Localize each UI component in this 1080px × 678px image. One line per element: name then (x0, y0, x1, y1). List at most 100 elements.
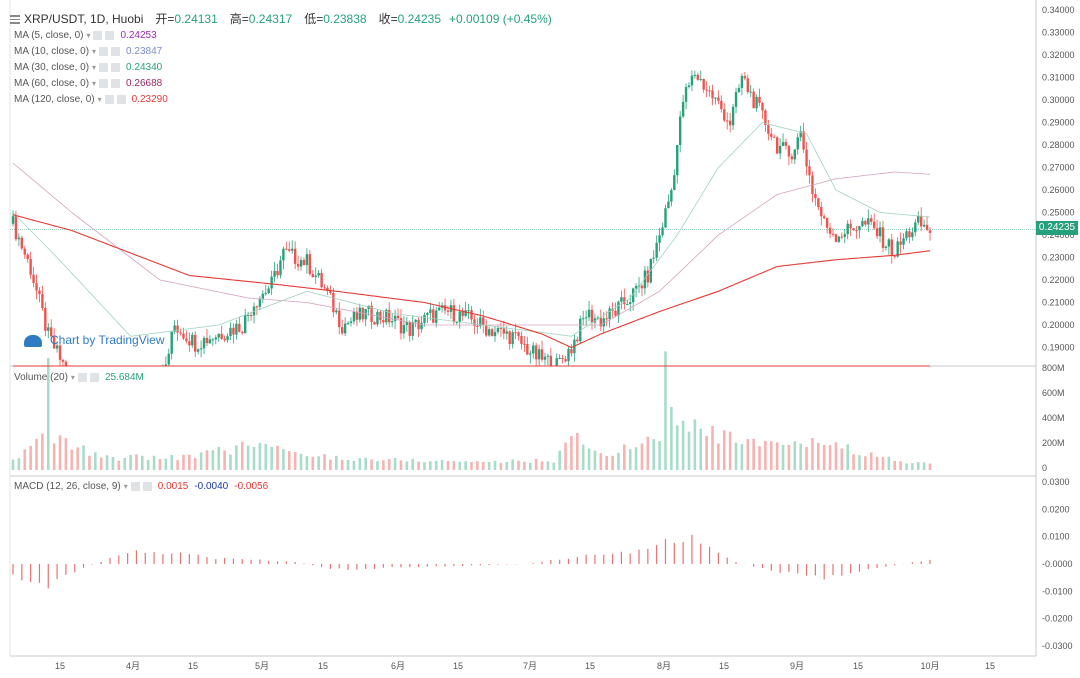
volume-bar (523, 461, 526, 470)
candle-body (626, 304, 629, 306)
candle-body (925, 224, 929, 231)
close-icon[interactable] (111, 46, 121, 56)
candle-body (338, 310, 341, 328)
settings-icon[interactable] (130, 481, 140, 491)
candle-body (893, 255, 896, 257)
price-tick-label: 0.28000 (1042, 140, 1075, 150)
ma60-legend[interactable]: MA (60, close, 0) ▾ 0.26688 (14, 77, 162, 91)
close-icon[interactable] (89, 372, 99, 382)
volume-bar (35, 438, 38, 470)
settings-icon[interactable] (93, 30, 103, 40)
candle-body (661, 227, 664, 236)
ma5-legend[interactable]: MA (5, close, 0) ▾ 0.24253 (14, 29, 157, 43)
close-icon[interactable] (111, 62, 121, 72)
candle-body (191, 334, 194, 346)
volume-bar (176, 460, 179, 470)
candle-body (899, 241, 902, 245)
chevron-down-icon[interactable]: ▾ (123, 482, 128, 491)
ma30-legend[interactable]: MA (30, close, 0) ▾ 0.24340 (14, 61, 162, 75)
volume-bar (434, 460, 438, 470)
volume-bar (64, 438, 68, 470)
candle-body (179, 332, 182, 334)
candle-body (411, 322, 414, 336)
candle-body (805, 149, 808, 167)
close-icon[interactable] (105, 30, 115, 40)
volume-bar (340, 459, 344, 470)
volume-bar (869, 452, 873, 470)
candle-body (887, 239, 891, 247)
volume-bar (593, 450, 597, 470)
volume-bar (164, 458, 168, 470)
settings-icon[interactable] (99, 46, 109, 56)
macd-legend[interactable]: MACD (12, 26, close, 9) ▾ 0.0015 -0.0040 -0.… (14, 480, 268, 494)
chevron-down-icon[interactable]: ▾ (70, 373, 75, 382)
ma10-legend[interactable]: MA (10, close, 0) ▾ 0.23847 (14, 45, 162, 59)
settings-icon[interactable] (99, 78, 109, 88)
candle-body (584, 317, 588, 319)
candle-body (576, 339, 579, 342)
volume-bar (364, 457, 367, 470)
candle-body (705, 89, 708, 91)
candle-body (690, 75, 694, 86)
time-tick-label: 15 (318, 661, 328, 671)
settings-icon[interactable] (104, 94, 114, 104)
candle-body (194, 334, 197, 352)
candle-body (684, 86, 688, 102)
candle-body (917, 215, 920, 223)
chevron-down-icon[interactable]: ▾ (86, 31, 91, 40)
volume-bar (481, 462, 485, 470)
open-label: 开= (155, 12, 175, 26)
ma120-value: 0.23290 (131, 94, 168, 105)
macd-tick-label: -0.0100 (1042, 586, 1073, 596)
candle-body (843, 234, 846, 237)
price-tick-label: 0.34000 (1042, 5, 1075, 15)
chevron-down-icon[interactable]: ▾ (92, 47, 97, 56)
candle-body (870, 218, 873, 222)
tradingview-watermark[interactable]: Chart by TradingView (24, 333, 165, 347)
volume-bar (752, 438, 755, 470)
volume-bar (664, 351, 667, 470)
close-icon[interactable] (116, 94, 126, 104)
candle-body (32, 274, 35, 284)
price-tick-label: 0.22000 (1042, 275, 1075, 285)
close-icon[interactable] (142, 481, 152, 491)
chevron-down-icon[interactable]: ▾ (92, 79, 97, 88)
volume-bar (693, 419, 697, 470)
candle-body (770, 133, 773, 137)
chevron-down-icon[interactable]: ▾ (92, 63, 97, 72)
candle-body (52, 336, 56, 349)
settings-icon[interactable] (99, 62, 109, 72)
candle-body (652, 257, 655, 259)
volume-bar (117, 460, 121, 470)
price-tick-label: 0.25000 (1042, 208, 1075, 218)
chevron-down-icon[interactable]: ▾ (97, 95, 102, 104)
candle-body (828, 227, 832, 234)
candle-body (667, 201, 670, 209)
price-tick-label: 0.33000 (1042, 28, 1075, 38)
volume-bar (52, 443, 56, 470)
hamburger-icon[interactable] (10, 15, 20, 25)
candle-body (238, 323, 241, 332)
candle-body (64, 361, 68, 366)
settings-icon[interactable] (77, 372, 87, 382)
volume-bar (399, 460, 403, 470)
candle-body (799, 131, 802, 138)
candle-body (767, 125, 770, 134)
volume-bar (540, 461, 544, 470)
volume-bar (129, 454, 132, 470)
volume-bar (99, 457, 103, 470)
candle-body (379, 311, 382, 321)
ma120-legend[interactable]: MA (120, close, 0) ▾ 0.23290 (14, 93, 168, 107)
candle-body (790, 156, 794, 160)
candle-body (749, 91, 752, 93)
candle-body (714, 97, 717, 99)
candle-body (717, 97, 720, 101)
time-tick-label: 15 (453, 661, 463, 671)
candle-body (740, 75, 744, 88)
close-icon[interactable] (111, 78, 121, 88)
volume-bar (864, 456, 867, 470)
candle-body (473, 319, 476, 326)
open-value: 0.24131 (174, 12, 218, 26)
volume-legend[interactable]: Volume (20) ▾ 25.684M (14, 371, 144, 385)
